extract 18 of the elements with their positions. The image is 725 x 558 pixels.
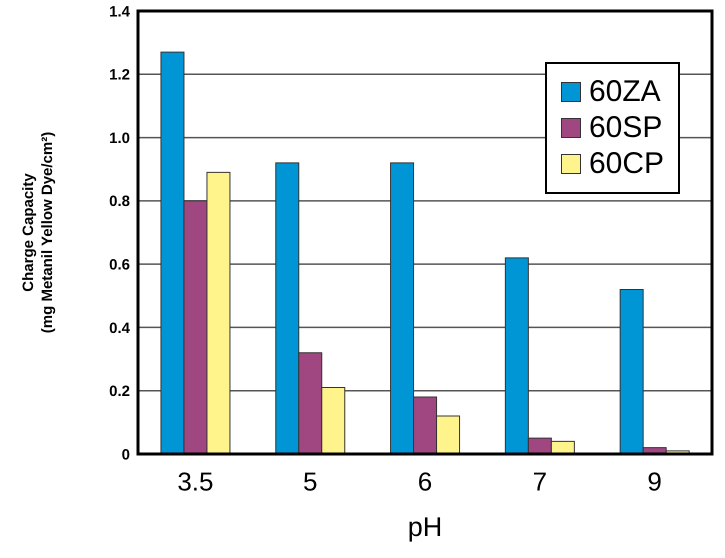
legend-label: 60CP (588, 146, 664, 182)
x-tick-label: 6 (418, 466, 432, 496)
x-tick-label: 3.5 (177, 466, 214, 496)
y-tick-label: 0.6 (109, 256, 130, 274)
y-tick-label: 1.2 (109, 66, 130, 84)
legend-label: 60ZA (588, 74, 661, 110)
x-tick-label: 9 (647, 466, 662, 496)
y-tick-label: 0.8 (109, 193, 130, 210)
y-tick-label: 1.0 (109, 130, 130, 147)
y-tick-label: 0.4 (109, 320, 131, 337)
x-axis-title: pH (408, 512, 442, 542)
x-tick-label: 5 (302, 466, 318, 496)
y-tick-label: 1.4 (109, 3, 131, 20)
legend-label: 60SP (588, 110, 662, 146)
x-tick-label: 7 (532, 466, 548, 496)
y-axis-title: Charge Capacity (mg Metanil Yellow Dye/cm²) (20, 132, 56, 334)
y-tick-label: 0 (122, 446, 130, 464)
y-tick-label: 0.2 (109, 383, 130, 400)
